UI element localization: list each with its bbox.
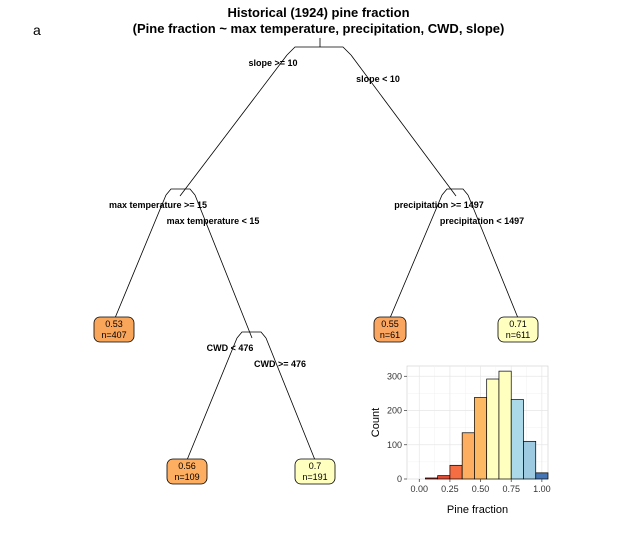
leaf4-n: n=61	[380, 330, 400, 340]
histogram-bar-7	[498, 370, 512, 480]
histogram-bar-9	[523, 440, 537, 480]
edge-n2-leaf5	[467, 194, 519, 319]
histogram-y-ticks: 0 100 200 300	[387, 371, 407, 484]
split-n1-right: max temperature < 15	[167, 216, 260, 226]
leaf5-value: 0.71	[509, 319, 527, 329]
n2-bracket	[441, 188, 469, 196]
histogram-bar-8	[510, 399, 524, 480]
split-n2-left: precipitation >= 1497	[394, 200, 484, 210]
histogram-bar-4	[461, 432, 475, 480]
y-tick-label: 0	[397, 474, 402, 484]
x-tick-label: 1.00	[533, 484, 551, 494]
histogram-x-ticks: 0.00 0.25 0.50 0.75 1.00	[410, 479, 551, 494]
root-bracket	[286, 46, 352, 56]
leaf-node: 0.71 n=611	[497, 316, 539, 343]
tree-edges	[114, 38, 519, 461]
histogram-inset: 0.00 0.25 0.50 0.75 1.00 0 100 200 300 Pine fra…	[370, 365, 551, 516]
edge-root-n2	[350, 54, 457, 197]
edge-n3-leaf3	[265, 337, 316, 461]
leaf-node: 0.7 n=191	[294, 458, 336, 485]
leaf1-value: 0.53	[105, 319, 123, 329]
leaf5-box	[497, 316, 539, 343]
split-n2-right: precipitation < 1497	[440, 216, 524, 226]
edge-n1-leaf1	[114, 194, 167, 319]
leaf3-value: 0.7	[309, 461, 322, 471]
n3-bracket	[236, 331, 267, 339]
leaf5-n: n=611	[506, 330, 531, 340]
edge-root-n1	[179, 54, 288, 197]
leaf2-box	[166, 458, 208, 485]
split-n3-right: CWD >= 476	[254, 359, 306, 369]
y-tick-label: 100	[387, 440, 402, 450]
edge-n2-leaf4	[389, 194, 443, 319]
y-tick-label: 200	[387, 406, 402, 416]
histogram-y-label: Count	[370, 408, 382, 437]
leaf-node: 0.56 n=109	[166, 458, 208, 485]
x-tick-label: 0.25	[441, 484, 459, 494]
x-tick-label: 0.50	[472, 484, 490, 494]
leaf2-n: n=109	[174, 472, 199, 482]
split-root-left: slope >= 10	[248, 58, 297, 68]
leaf1-n: n=407	[101, 330, 126, 340]
histogram-bars	[425, 370, 549, 480]
leaf2-value: 0.56	[178, 461, 196, 471]
n1-bracket	[165, 188, 196, 196]
y-tick-label: 300	[387, 371, 402, 381]
leaf-node: 0.53 n=407	[93, 316, 135, 343]
panel-label: a	[33, 22, 41, 38]
split-n1-left: max temperature >= 15	[109, 200, 207, 210]
histogram-bar-6	[486, 378, 500, 480]
split-root-right: slope < 10	[356, 74, 400, 84]
histogram-bar-1	[425, 477, 439, 480]
leaf4-box	[373, 316, 407, 343]
leaf1-box	[93, 316, 135, 343]
histogram-bar-2	[437, 475, 451, 480]
leaf3-n: n=191	[302, 472, 327, 482]
title-line-1: Historical (1924) pine fraction	[227, 5, 410, 20]
edge-n3-leaf2	[186, 337, 238, 461]
leaf3-box	[294, 458, 336, 485]
title-line-2: (Pine fraction ~ max temperature, precip…	[132, 21, 505, 36]
leaf4-value: 0.55	[381, 319, 399, 329]
x-tick-label: 0.75	[502, 484, 520, 494]
histogram-bar-10	[535, 472, 549, 480]
split-n3-left: CWD < 476	[207, 343, 254, 353]
histogram-bar-5	[474, 397, 488, 480]
edge-n1-n3	[194, 194, 253, 339]
leaf-node: 0.55 n=61	[373, 316, 407, 343]
x-tick-label: 0.00	[410, 484, 428, 494]
histogram-bar-3	[449, 464, 463, 480]
histogram-x-label: Pine fraction	[447, 504, 508, 516]
